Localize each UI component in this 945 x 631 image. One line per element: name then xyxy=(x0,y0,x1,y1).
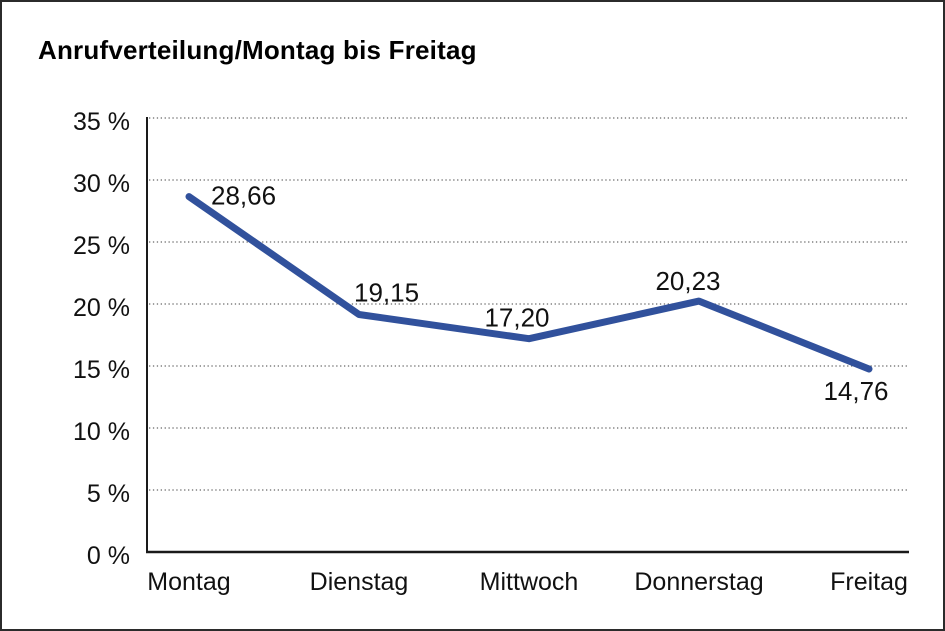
y-tick-label: 30 % xyxy=(73,170,130,198)
y-tick-label: 15 % xyxy=(73,356,130,384)
data-point-label: 19,15 xyxy=(354,278,419,308)
x-category-label: Freitag xyxy=(830,568,908,596)
y-tick-label: 25 % xyxy=(73,232,130,260)
y-tick-label: 5 % xyxy=(87,480,130,508)
y-tick-label: 0 % xyxy=(87,542,130,570)
x-category-label: Mittwoch xyxy=(480,568,579,596)
series-line xyxy=(185,193,873,373)
y-tick-label: 10 % xyxy=(73,418,130,446)
data-point-label: 28,66 xyxy=(211,181,276,211)
x-category-label: Montag xyxy=(147,568,230,596)
y-tick-label: 35 % xyxy=(73,108,130,136)
data-point-label: 17,20 xyxy=(484,303,549,333)
data-point-label: 20,23 xyxy=(655,266,720,296)
x-category-label: Dienstag xyxy=(310,568,409,596)
chart-title: Anrufverteilung/Montag bis Freitag xyxy=(38,35,477,65)
x-category-label: Donnerstag xyxy=(634,568,763,596)
data-point-label: 14,76 xyxy=(823,376,888,406)
y-tick-label: 20 % xyxy=(73,294,130,322)
